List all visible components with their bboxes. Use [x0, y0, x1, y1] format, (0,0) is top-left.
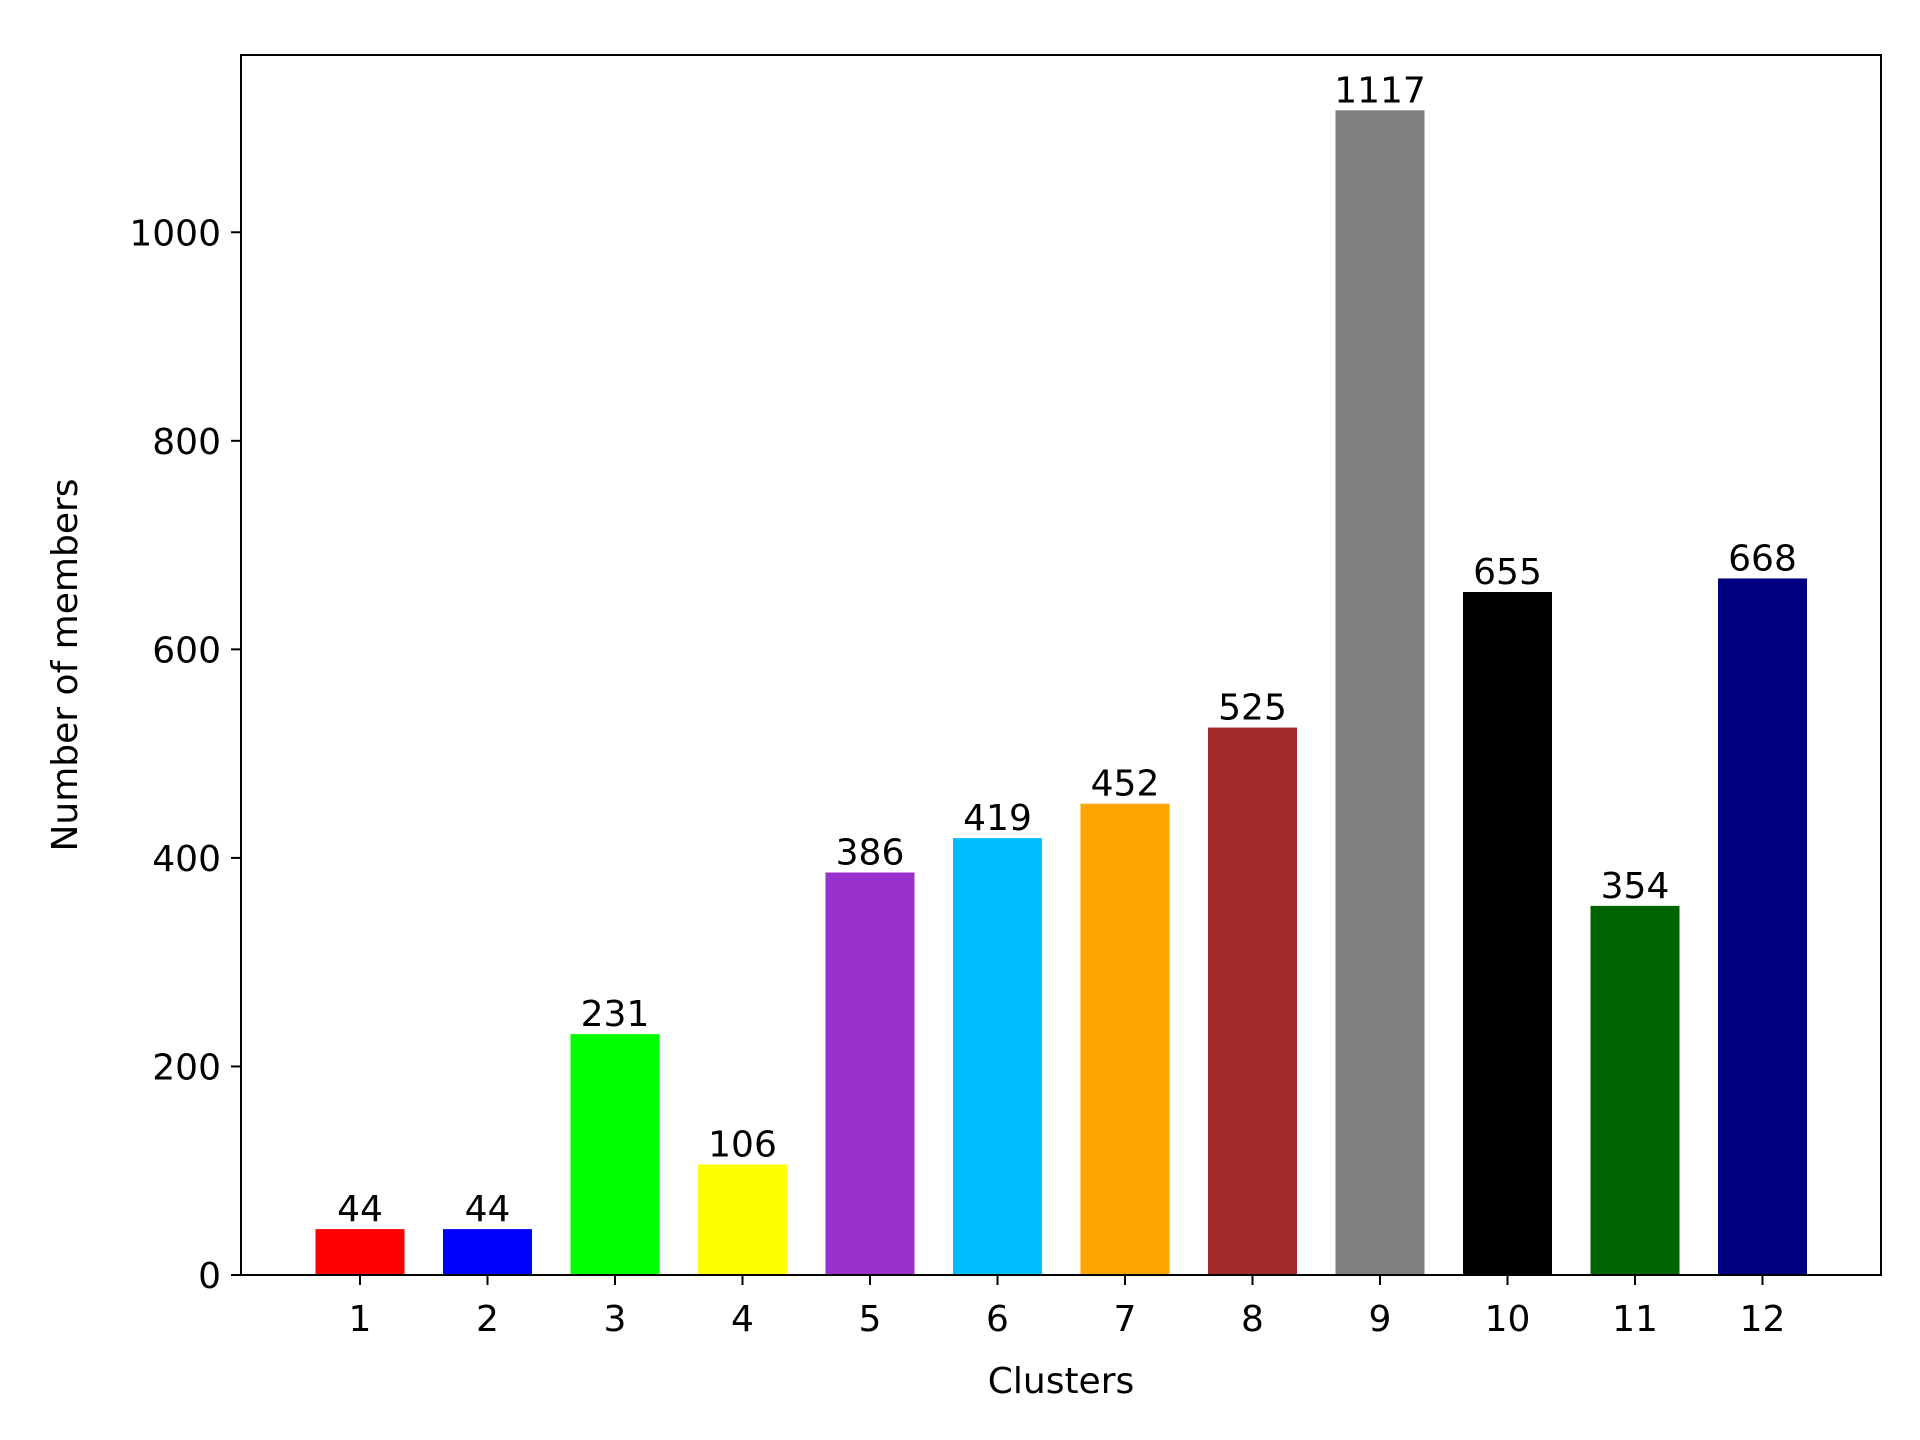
- axes-layer: [240, 54, 1882, 1276]
- bars-layer: [315, 110, 1807, 1276]
- bar-cluster-2: [443, 1229, 532, 1275]
- bar-cluster-9: [1335, 110, 1425, 1276]
- y-tick-label-0: 0: [198, 1256, 221, 1297]
- bar-cluster-11: [1590, 905, 1680, 1275]
- bar-value-label-3: 231: [581, 994, 650, 1035]
- bar-value-label-2: 44: [465, 1189, 511, 1230]
- bar-value-label-7: 452: [1091, 764, 1160, 805]
- x-tick-label-7: 7: [1114, 1299, 1137, 1340]
- x-tick-label-3: 3: [604, 1299, 627, 1340]
- x-axis-label: Clusters: [988, 1361, 1135, 1402]
- bar-value-label-1: 44: [337, 1189, 383, 1230]
- x-tick-label-12: 12: [1740, 1299, 1786, 1340]
- bar-cluster-12: [1718, 578, 1807, 1275]
- y-tick-label-200: 200: [152, 1047, 221, 1088]
- bar-value-label-10: 655: [1473, 552, 1542, 593]
- x-ticks-layer: 1 2 3 4 5 6 7 8 9 10 11 12: [349, 1275, 1786, 1340]
- bar-value-label-5: 386: [836, 833, 905, 874]
- bar-value-label-12: 668: [1728, 538, 1797, 579]
- bar-value-label-4: 106: [708, 1124, 777, 1165]
- bar-cluster-3: [570, 1034, 660, 1275]
- x-tick-label-2: 2: [476, 1299, 499, 1340]
- x-tick-label-8: 8: [1241, 1299, 1264, 1340]
- y-tick-label-400: 400: [152, 839, 221, 880]
- bar-cluster-1: [315, 1229, 405, 1275]
- bar-value-label-9: 1117: [1334, 70, 1426, 111]
- bar-cluster-5: [825, 872, 915, 1275]
- y-tick-label-600: 600: [152, 630, 221, 671]
- x-tick-label-6: 6: [986, 1299, 1009, 1340]
- bar-cluster-10: [1463, 592, 1552, 1275]
- x-tick-label-11: 11: [1612, 1299, 1658, 1340]
- bar-value-label-8: 525: [1218, 688, 1287, 729]
- bar-cluster-6: [953, 838, 1042, 1275]
- x-tick-label-5: 5: [859, 1299, 882, 1340]
- bar-value-label-6: 419: [963, 798, 1032, 839]
- x-tick-label-1: 1: [349, 1299, 372, 1340]
- x-tick-label-10: 10: [1485, 1299, 1531, 1340]
- bar-cluster-8: [1208, 727, 1297, 1275]
- x-tick-label-4: 4: [731, 1299, 754, 1340]
- bar-cluster-4: [698, 1164, 787, 1275]
- bar-cluster-7: [1080, 803, 1170, 1275]
- bar-labels-layer: 44 44 231 106 386 419 452 525 1117 655 354 668: [337, 70, 1797, 1230]
- bar-value-label-11: 354: [1601, 866, 1670, 907]
- x-tick-label-9: 9: [1369, 1299, 1392, 1340]
- y-axis-label: Number of members: [45, 478, 86, 851]
- y-ticks-layer: 0 200 400 600 800 1000: [129, 213, 241, 1297]
- plot-frame: [240, 54, 1882, 1276]
- y-tick-label-1000: 1000: [129, 213, 221, 254]
- y-tick-label-800: 800: [152, 422, 221, 463]
